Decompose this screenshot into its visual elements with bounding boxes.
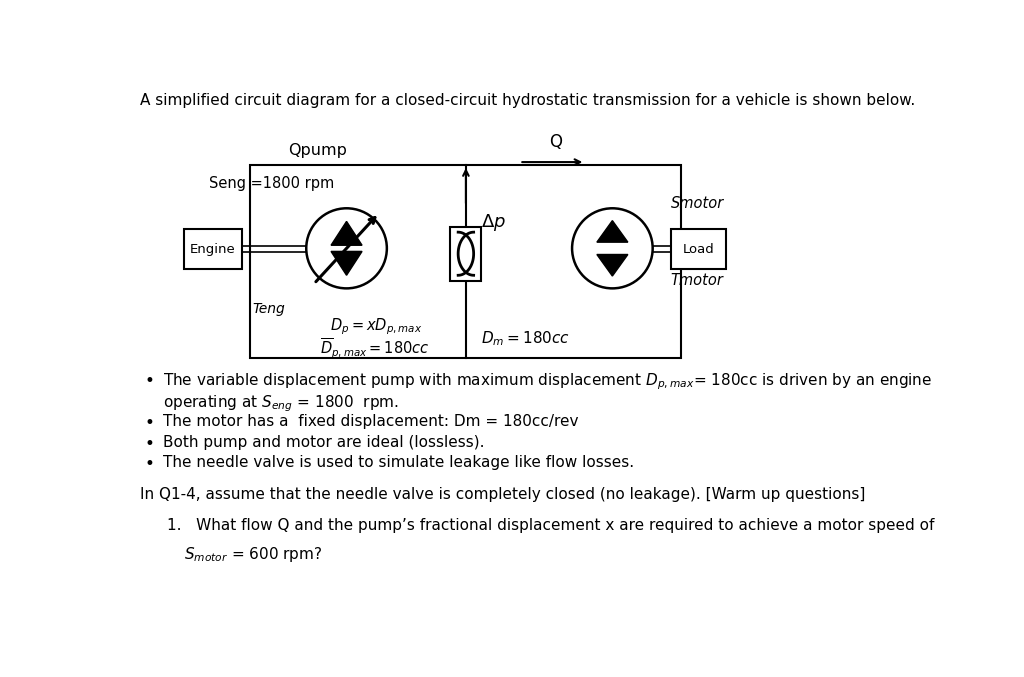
Text: •: • — [144, 435, 155, 453]
Text: The needle valve is used to simulate leakage like flow losses.: The needle valve is used to simulate lea… — [163, 456, 634, 471]
Circle shape — [572, 209, 652, 288]
Polygon shape — [331, 221, 362, 245]
Text: Qpump: Qpump — [289, 144, 347, 158]
Text: The variable displacement pump with maximum displacement $D_{p,max}$= 180cc is d: The variable displacement pump with maxi… — [163, 372, 932, 392]
Text: •: • — [144, 456, 155, 473]
Text: A simplified circuit diagram for a closed-circuit hydrostatic transmission for a: A simplified circuit diagram for a close… — [139, 93, 914, 108]
Text: The motor has a  fixed displacement: Dm = 180cc/rev: The motor has a fixed displacement: Dm =… — [163, 414, 579, 429]
Polygon shape — [597, 255, 628, 276]
Text: $D_p = xD_{p,max}$: $D_p = xD_{p,max}$ — [330, 316, 422, 336]
Text: Teng: Teng — [253, 302, 286, 316]
Text: In Q1-4, assume that the needle valve is completely closed (no leakage). [Warm u: In Q1-4, assume that the needle valve is… — [139, 487, 865, 502]
Text: Both pump and motor are ideal (lossless).: Both pump and motor are ideal (lossless)… — [163, 435, 484, 450]
Bar — [671, 229, 726, 269]
Text: Load: Load — [683, 242, 715, 256]
Bar — [183, 229, 242, 269]
Text: $\overline{D}_{p,max} = 180cc$: $\overline{D}_{p,max} = 180cc$ — [321, 337, 430, 361]
Bar — [251, 165, 681, 357]
Text: Engine: Engine — [190, 242, 236, 256]
Text: $\Delta p$: $\Delta p$ — [480, 213, 506, 234]
Text: Tmotor: Tmotor — [671, 274, 723, 288]
Text: •: • — [144, 414, 155, 432]
Text: •: • — [144, 372, 155, 389]
Text: Seng =1800 rpm: Seng =1800 rpm — [209, 175, 335, 191]
Text: Q: Q — [549, 133, 562, 150]
Bar — [451, 227, 481, 281]
Text: $D_m = 180cc$: $D_m = 180cc$ — [480, 329, 569, 348]
Text: 1.   What flow Q and the pump’s fractional displacement x are required to achiev: 1. What flow Q and the pump’s fractional… — [167, 518, 934, 533]
Text: Smotor: Smotor — [671, 196, 724, 211]
Text: $S_{motor}$ = 600 rpm?: $S_{motor}$ = 600 rpm? — [183, 545, 323, 564]
Polygon shape — [331, 251, 362, 276]
Circle shape — [306, 209, 387, 288]
Text: operating at $S_{eng}$ = 1800  rpm.: operating at $S_{eng}$ = 1800 rpm. — [163, 393, 398, 414]
Polygon shape — [597, 221, 628, 242]
